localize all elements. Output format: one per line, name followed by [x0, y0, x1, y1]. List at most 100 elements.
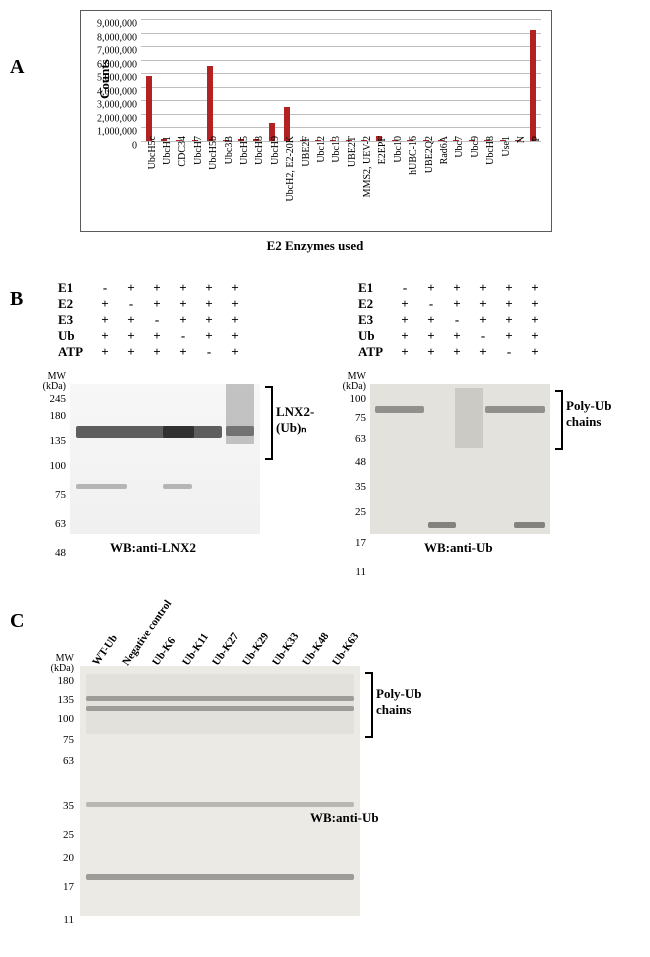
mw-header: MW (kDa)	[36, 372, 66, 392]
lane-header-cell: +	[222, 312, 248, 328]
lane-header-cell: +	[496, 328, 522, 344]
mw-marker: 180	[46, 676, 74, 687]
chart-xtick: Ubc7	[454, 136, 465, 216]
lane-header-cell: +	[144, 344, 170, 360]
chart-xtick: MMS2, UEV-2	[362, 136, 373, 216]
chart-xtick: UbcH5	[239, 136, 250, 216]
lane-header-cell: +	[522, 328, 548, 344]
chart-gridline	[141, 60, 541, 61]
lane-header-rowlabel: E2	[58, 296, 92, 312]
panel-b-label: B	[10, 288, 23, 311]
lane-header-cell: +	[92, 296, 118, 312]
lane-header-cell: -	[418, 296, 444, 312]
panel-c-lane-label: Ub-K29	[240, 631, 271, 668]
lane-header-cell: +	[92, 312, 118, 328]
mw-marker: 180	[36, 411, 66, 422]
lane-header-cell: +	[170, 344, 196, 360]
lane-header-cell: +	[470, 296, 496, 312]
chart-xtick: Ubc9	[470, 136, 481, 216]
lane-header-row: E3++-+++	[58, 312, 248, 328]
panel-c-lane-label: Ub-K33	[270, 631, 301, 668]
mw-marker: 25	[342, 507, 366, 518]
mw-marker: 135	[46, 695, 74, 706]
chart-xtick: Use1	[501, 136, 512, 216]
mw-marker: 135	[36, 436, 66, 447]
lane-header-cell: +	[522, 280, 548, 296]
mw-header: MW (kDa)	[342, 372, 366, 392]
chart-xtick: UbcH5c	[147, 136, 158, 216]
chart-xtick: UbcH9	[270, 136, 281, 216]
lane-header-rowlabel: E3	[358, 312, 392, 328]
chart-ytick: 8,000,000	[97, 32, 141, 43]
lane-header-cell: +	[118, 312, 144, 328]
lane-header-row: E3++-+++	[358, 312, 548, 328]
chart-xtick: UbcH2, E2-20K	[285, 136, 296, 216]
panel-c-lane-label: Ub-K48	[300, 631, 331, 668]
lane-header-cell: +	[118, 328, 144, 344]
chart-xtick: UbcH8	[254, 136, 265, 216]
mw-marker: 20	[46, 853, 74, 864]
lane-header-cell: +	[196, 280, 222, 296]
lane-header-cell: +	[418, 344, 444, 360]
lane-header-cell: +	[444, 280, 470, 296]
lane-header-cell: +	[470, 280, 496, 296]
chart-xtick: Ubc3B	[224, 136, 235, 216]
chart-ytick: 7,000,000	[97, 46, 141, 57]
panel-c-lane-label: Ub-K6	[150, 635, 178, 668]
panel-c-lane-label: Ub-K63	[330, 631, 361, 668]
lane-header-cell: +	[222, 280, 248, 296]
mw-marker: 100	[342, 394, 366, 405]
chart-y-label: Counts	[97, 59, 113, 99]
mw-marker: 63	[46, 756, 74, 767]
mw-marker: 63	[342, 434, 366, 445]
lane-header-cell: +	[522, 344, 548, 360]
panel-b-left-bracket	[265, 386, 273, 460]
lane-header-row: E1-+++++	[358, 280, 548, 296]
mw-marker: 48	[342, 457, 366, 468]
lane-header-cell: +	[170, 296, 196, 312]
lane-header-cell: -	[196, 344, 222, 360]
chart-gridline	[141, 46, 541, 47]
chart-bar	[207, 66, 213, 141]
mw-marker: 11	[46, 915, 74, 926]
lane-header-cell: -	[144, 312, 170, 328]
lane-header-cell: +	[92, 344, 118, 360]
panel-c-lane-label: Ub-K27	[210, 631, 241, 668]
chart-x-label: E2 Enzymes used	[80, 238, 550, 254]
lane-header-cell: +	[144, 280, 170, 296]
lane-header-cell: +	[196, 328, 222, 344]
chart-xtick: hUBC-16	[408, 136, 419, 216]
mw-marker: 75	[46, 735, 74, 746]
lane-header-row: Ub+++-++	[358, 328, 548, 344]
lane-header-cell: +	[418, 312, 444, 328]
lane-header-rowlabel: Ub	[358, 328, 392, 344]
chart-gridline	[141, 73, 541, 74]
chart-xtick: UBE2Q2	[424, 136, 435, 216]
mw-marker: 35	[46, 801, 74, 812]
mw-header: MW (kDa)	[46, 654, 74, 674]
mw-marker: 245	[36, 394, 66, 405]
lane-header-cell: +	[418, 280, 444, 296]
panel-b-left-wb: WB:anti-LNX2	[110, 540, 196, 556]
lane-header-cell: +	[496, 280, 522, 296]
mw-marker: 100	[46, 714, 74, 725]
chart-ytick: 2,000,000	[97, 113, 141, 124]
chart-ytick: 0	[132, 141, 141, 152]
chart-gridline	[141, 19, 541, 20]
panel-b-right-mw: MW (kDa) 10075634835251711	[342, 372, 366, 578]
lane-header-rowlabel: ATP	[358, 344, 392, 360]
chart-xtick: Ubc10	[393, 136, 404, 216]
chart-ytick: 3,000,000	[97, 100, 141, 111]
chart-xtick: UbcH1	[162, 136, 173, 216]
chart-xtick: N	[516, 136, 527, 216]
lane-header-cell: +	[170, 312, 196, 328]
panel-b-right-bracket	[555, 390, 563, 450]
lane-header-cell: +	[196, 296, 222, 312]
panel-c-blot	[80, 666, 360, 916]
lane-header-cell: +	[444, 328, 470, 344]
lane-header-cell: -	[392, 280, 418, 296]
panel-b-left-headers: E1-+++++E2+-++++E3++-+++Ub+++-++ATP++++-…	[58, 280, 248, 360]
panel-c-lane-label: WT-Ub	[90, 632, 120, 668]
chart-gridline	[141, 100, 541, 101]
lane-header-cell: +	[444, 344, 470, 360]
